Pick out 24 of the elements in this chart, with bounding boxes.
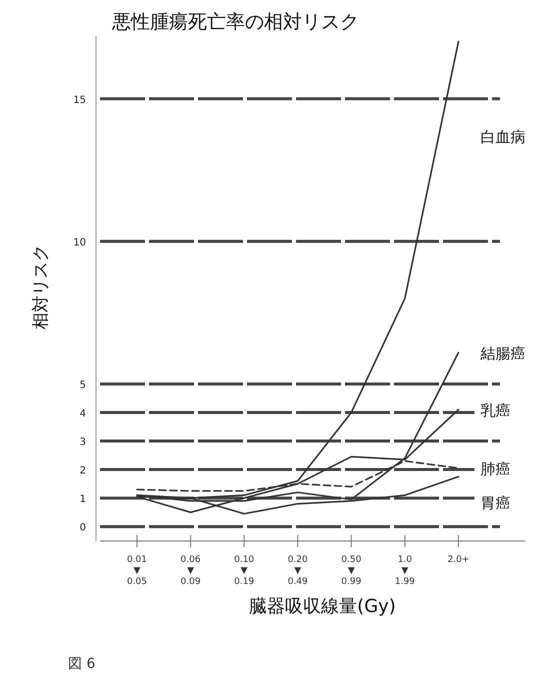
- chart-title: 悪性腫瘍死亡率の相対リスク: [111, 11, 359, 33]
- x-tick-label: 0.01 ▼ 0.05: [126, 555, 148, 587]
- y-tick-label: 10: [73, 237, 86, 248]
- series-label: 結腸癌: [479, 344, 526, 363]
- x-tick-label: 0.06 ▼ 0.09: [180, 555, 201, 587]
- caption: 図 6: [68, 656, 96, 672]
- x-tick-label: 1.0 ▼ 1.99: [394, 555, 416, 587]
- y-tick-label: 15: [73, 94, 86, 106]
- x-tick-label: 0.50 ▼ 0.99: [341, 555, 362, 587]
- y-axis-title: 相対リスク: [31, 244, 51, 330]
- y-tick-label: 3: [80, 437, 86, 448]
- y-tick-label: 5: [80, 380, 86, 391]
- y-tick-label: 4: [80, 408, 86, 420]
- series-label: 乳癌: [480, 402, 510, 420]
- y-tick-label: 2: [80, 466, 86, 477]
- x-tick-label: 2.0+: [448, 555, 470, 565]
- series-label: 肺癌: [480, 460, 510, 478]
- x-tick-label: 0.10 ▼ 0.19: [234, 555, 254, 587]
- x-tick-label: 0.20 ▼ 0.49: [288, 555, 308, 587]
- series-label: 胃癌: [480, 494, 510, 512]
- y-tick-label: 1: [80, 494, 86, 506]
- text: 白血病: [480, 128, 526, 146]
- y-tick-label: 0: [80, 522, 86, 534]
- x-axis-title: 臓器吸収線量(Gy): [249, 596, 396, 617]
